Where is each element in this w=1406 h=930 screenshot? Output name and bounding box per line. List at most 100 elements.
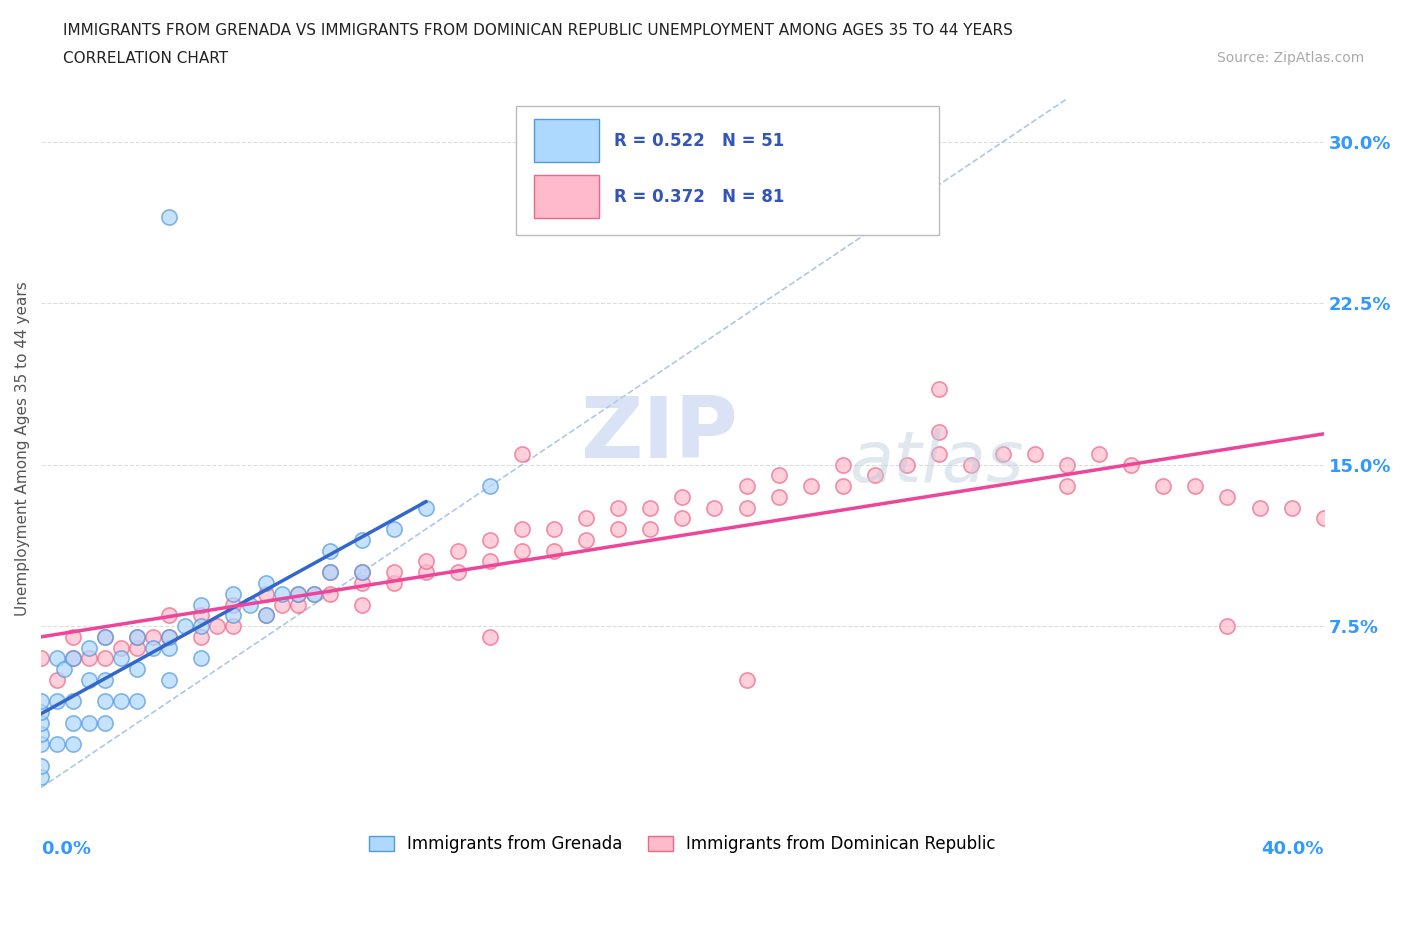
Point <box>62 630 84 644</box>
Point <box>127 630 149 644</box>
Point <box>77 640 100 655</box>
Point <box>62 715 84 730</box>
Point <box>640 522 662 537</box>
Point <box>77 651 100 666</box>
Point <box>543 543 565 558</box>
Legend: Immigrants from Grenada, Immigrants from Dominican Republic: Immigrants from Grenada, Immigrants from… <box>370 835 995 853</box>
Point <box>800 479 823 494</box>
Point <box>157 640 180 655</box>
Point <box>110 694 132 709</box>
Point <box>62 651 84 666</box>
Point <box>1216 618 1239 633</box>
Point <box>46 694 69 709</box>
Point <box>190 651 212 666</box>
Point <box>30 715 52 730</box>
Point <box>896 458 918 472</box>
Point <box>831 479 853 494</box>
Point <box>1312 511 1334 525</box>
Point <box>479 479 502 494</box>
FancyBboxPatch shape <box>534 175 599 218</box>
Point <box>94 672 117 687</box>
Point <box>127 640 149 655</box>
Point <box>127 694 149 709</box>
Point <box>46 737 69 751</box>
Point <box>318 565 340 579</box>
Point <box>447 543 470 558</box>
Point <box>1152 479 1174 494</box>
Point <box>479 554 502 569</box>
Point <box>222 618 245 633</box>
Point <box>222 586 245 601</box>
Point <box>110 651 132 666</box>
Point <box>302 586 325 601</box>
Point <box>1184 479 1206 494</box>
Text: IMMIGRANTS FROM GRENADA VS IMMIGRANTS FROM DOMINICAN REPUBLIC UNEMPLOYMENT AMONG: IMMIGRANTS FROM GRENADA VS IMMIGRANTS FR… <box>63 23 1014 38</box>
Point <box>94 630 117 644</box>
Point <box>287 586 309 601</box>
Point <box>415 565 437 579</box>
Point <box>127 630 149 644</box>
Point <box>302 586 325 601</box>
Point <box>960 458 983 472</box>
Point <box>77 672 100 687</box>
Point <box>768 468 790 483</box>
Point <box>30 737 52 751</box>
Point <box>190 597 212 612</box>
Point <box>30 726 52 741</box>
Point <box>735 479 758 494</box>
Point <box>94 694 117 709</box>
Point <box>30 705 52 720</box>
Point <box>575 533 598 548</box>
Point <box>510 522 533 537</box>
Point <box>287 586 309 601</box>
Point <box>415 554 437 569</box>
Point <box>52 661 75 676</box>
Point <box>768 489 790 504</box>
Point <box>46 672 69 687</box>
Point <box>479 533 502 548</box>
Point <box>157 630 180 644</box>
Point <box>318 543 340 558</box>
Point <box>62 737 84 751</box>
Point <box>190 630 212 644</box>
Point <box>607 522 630 537</box>
Point <box>382 565 405 579</box>
Point <box>863 468 886 483</box>
Point <box>207 618 229 633</box>
Text: R = 0.372   N = 81: R = 0.372 N = 81 <box>614 188 785 206</box>
Point <box>382 522 405 537</box>
Point <box>318 586 340 601</box>
Point <box>575 511 598 525</box>
Point <box>671 511 693 525</box>
Y-axis label: Unemployment Among Ages 35 to 44 years: Unemployment Among Ages 35 to 44 years <box>15 281 30 616</box>
Point <box>735 672 758 687</box>
Point <box>190 618 212 633</box>
Point <box>157 672 180 687</box>
Point <box>30 651 52 666</box>
Point <box>254 608 277 623</box>
Point <box>1121 458 1143 472</box>
Point <box>94 715 117 730</box>
Point <box>254 586 277 601</box>
Point <box>46 651 69 666</box>
Point <box>831 458 853 472</box>
Point <box>190 608 212 623</box>
Point <box>62 694 84 709</box>
Point <box>991 446 1014 461</box>
Point <box>127 661 149 676</box>
Point <box>350 565 373 579</box>
Point <box>157 630 180 644</box>
Point <box>543 522 565 537</box>
Point <box>270 597 292 612</box>
Text: atlas: atlas <box>849 428 1024 497</box>
Point <box>222 608 245 623</box>
Point <box>318 565 340 579</box>
Point <box>350 597 373 612</box>
Point <box>174 618 197 633</box>
Point <box>1056 458 1078 472</box>
Point <box>735 500 758 515</box>
Point <box>94 630 117 644</box>
Point <box>157 608 180 623</box>
Point <box>254 608 277 623</box>
Point <box>510 446 533 461</box>
